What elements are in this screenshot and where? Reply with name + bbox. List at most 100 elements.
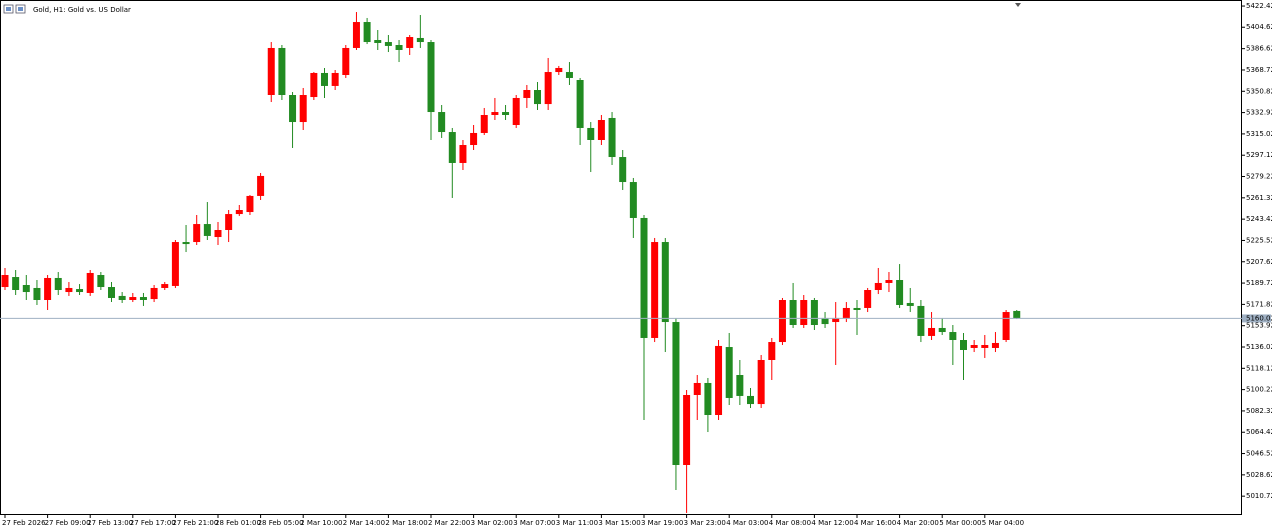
x-tick-label: 27 Feb 21:00 [172,519,218,527]
candle-body [278,47,286,95]
candle-body [821,317,829,325]
candle-body [715,345,723,415]
y-tick-label: 5422.42 [1246,2,1272,10]
candle-body [512,97,520,125]
candle-body [480,115,488,133]
candle-body [129,297,137,300]
candle-body [44,277,52,300]
x-tick-label: 3 Mar 23:00 [684,519,726,527]
candle-body [150,287,158,300]
candle-body [736,375,744,396]
x-tick-label: 4 Mar 12:00 [811,519,853,527]
candle-body [704,382,712,415]
candle-body [76,289,84,293]
candle-body [565,72,573,78]
candle-body [331,72,339,86]
candle-body [214,230,222,238]
y-tick-label: 5243.42 [1246,215,1272,223]
candle-body [587,127,595,140]
y-tick-label: 5100.22 [1246,386,1272,394]
y-tick-label: 5404.62 [1246,23,1272,31]
candle-body [661,242,669,323]
candle-body [725,347,733,398]
candle-body [406,37,414,48]
candle-body [842,307,850,318]
candle-body [608,117,616,158]
candle-body [321,72,328,86]
y-tick-label: 5153.92 [1246,322,1272,330]
y-tick-label: 5368.72 [1246,66,1272,74]
y-tick-label: 5028.62 [1246,471,1272,479]
candle-body [896,280,904,305]
candle-body [683,395,691,465]
candle-body [534,90,541,105]
candle-body [853,307,861,310]
candle-body [171,242,179,286]
y-tick-label: 5171.82 [1246,300,1272,308]
candle-body [416,37,424,43]
candle-body [693,382,701,395]
candle-body [576,80,584,128]
candle-body [12,277,20,290]
candle-body [257,175,265,196]
candle-body [22,285,30,293]
y-tick-label: 5207.62 [1246,258,1272,266]
candle-body [502,112,510,115]
y-tick-label: 5315.02 [1246,130,1272,138]
candle-body [928,327,936,336]
candle-body [917,305,925,336]
x-tick-label: 27 Feb 2026 [2,519,46,527]
candle-body [161,284,169,288]
x-tick-label: 5 Mar 04:00 [982,519,1024,527]
x-tick-label: 3 Mar 02:00 [471,519,513,527]
candle-body [65,287,73,293]
last-price-box [1242,314,1271,323]
candle-body [597,120,605,140]
x-tick-label: 2 Mar 10:00 [300,519,342,527]
candle-body [470,132,478,145]
x-tick-label: 2 Mar 18:00 [385,519,427,527]
candle-body [182,242,190,245]
x-tick-label: 2 Mar 22:00 [428,519,470,527]
candle-body [651,242,659,338]
candle-body [289,95,297,123]
candle-body [448,132,456,163]
candle-body [384,42,392,46]
x-tick-label: 4 Mar 20:00 [897,519,939,527]
candle-body [938,327,946,333]
candle-body [1013,310,1021,319]
candle-body [438,112,446,133]
x-tick-label: 27 Feb 17:00 [130,519,176,527]
x-tick-label: 3 Mar 19:00 [641,519,683,527]
x-tick-label: 28 Feb 05:00 [258,519,304,527]
candle-body [544,72,552,105]
x-tick-label: 4 Mar 03:00 [726,519,768,527]
candle-body [235,210,243,215]
x-tick-label: 28 Feb 01:00 [215,519,261,527]
candle-body [203,224,211,236]
x-tick-label: 4 Mar 16:00 [854,519,896,527]
candle-body [864,290,872,308]
y-tick-label: 5350.82 [1246,87,1272,95]
candle-body [86,272,94,293]
scroll-marker [1015,3,1021,7]
x-tick-label: 4 Mar 08:00 [769,519,811,527]
candle-body [906,302,914,306]
chart-title: Gold, H1: Gold vs. US Dollar [33,6,131,14]
y-tick-label: 5261.32 [1246,194,1272,202]
candle-body [629,182,637,218]
candle-body [363,22,371,43]
candle-body [97,275,105,288]
y-tick-label: 5136.02 [1246,343,1272,351]
x-tick-label: 5 Mar 00:00 [939,519,981,527]
y-tick-label: 5010.72 [1246,492,1272,500]
plot-frame [0,0,1242,515]
candle-body [619,157,627,183]
y-tick-label: 5082.32 [1246,407,1272,415]
candle-body [33,287,41,300]
candle-body [757,360,765,405]
candle-body [118,295,126,300]
candle-body [139,297,147,300]
candle-body [193,224,201,243]
y-tick-label: 5225.52 [1246,236,1272,244]
